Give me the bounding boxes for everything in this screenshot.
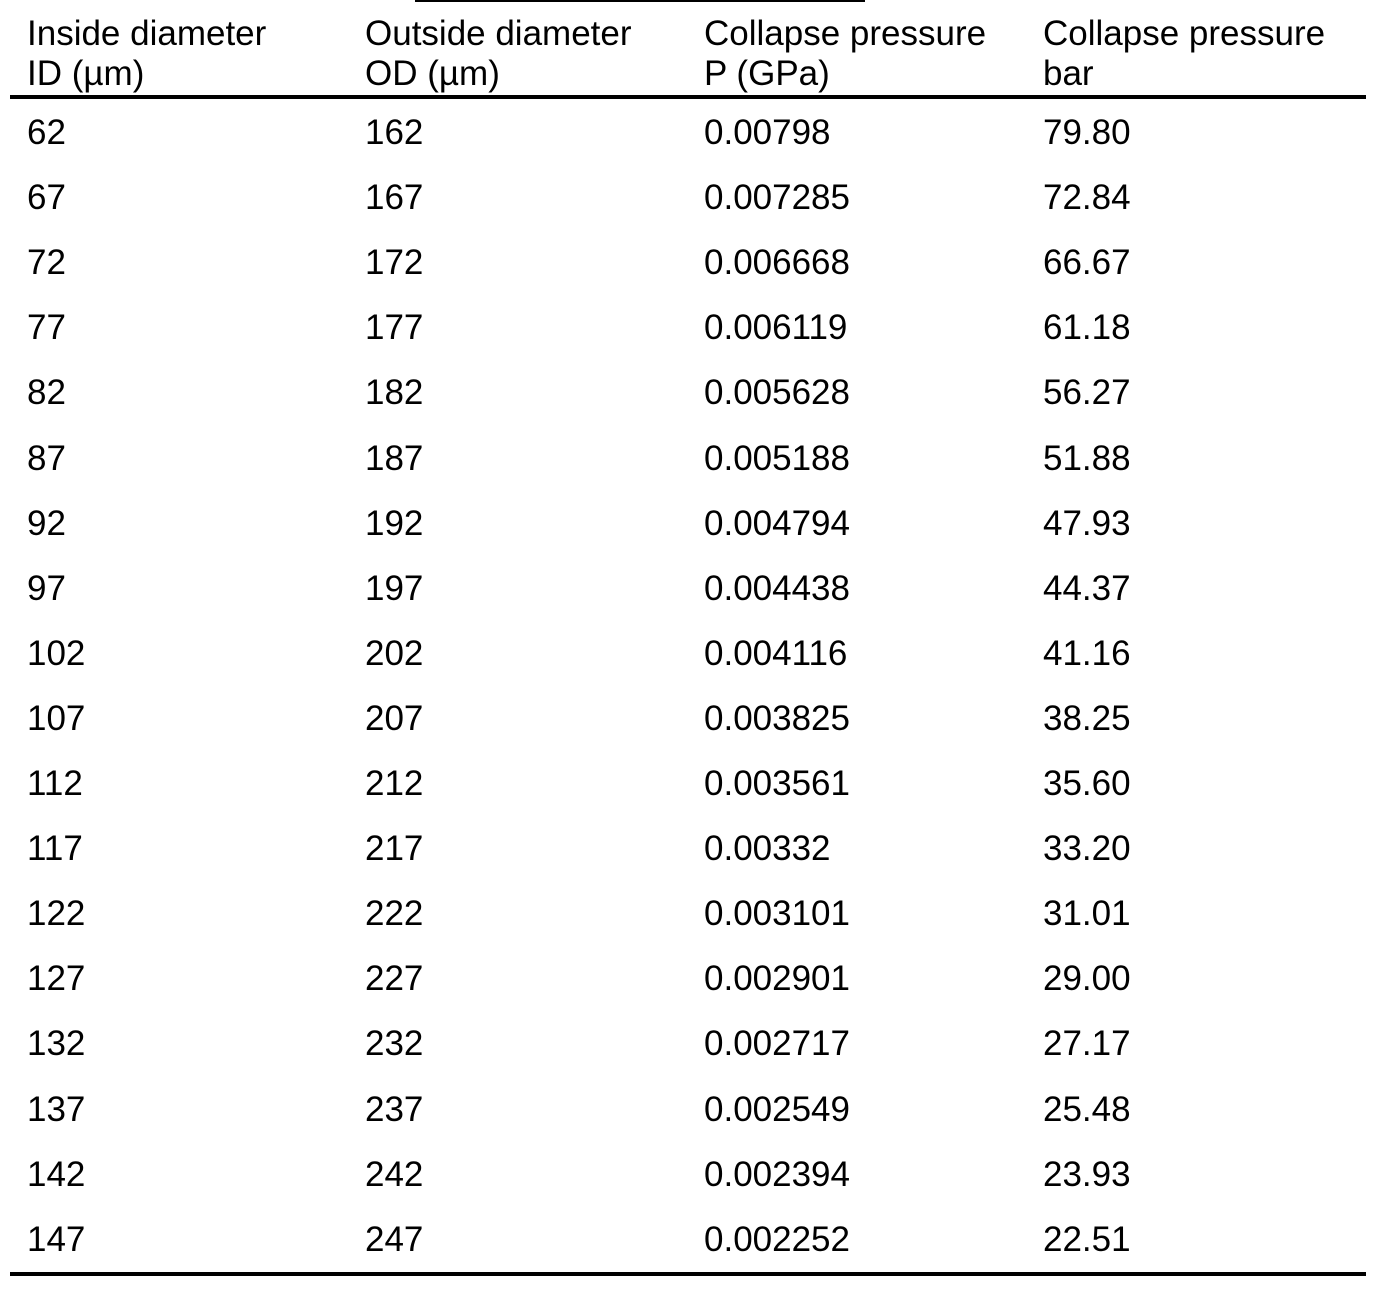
table-cell: 127 [27, 959, 86, 999]
table-cell: 31.01 [1043, 894, 1131, 934]
table-cell: 0.002549 [704, 1089, 850, 1129]
table-cell: 147 [27, 1219, 86, 1259]
bottom-rule [10, 1272, 1366, 1276]
header-cell: Outside diameter [365, 14, 632, 53]
table-cell: 0.007285 [704, 178, 850, 218]
table-cell: 207 [365, 698, 424, 738]
table-cell: 92 [27, 503, 66, 543]
table-cell: 72.84 [1043, 178, 1131, 218]
table-cell: 0.003561 [704, 764, 850, 803]
table-cell: 142 [27, 1154, 86, 1194]
table-cell: 29.00 [1043, 959, 1131, 999]
table-cell: 227 [365, 959, 424, 999]
table-cell: 212 [365, 764, 424, 803]
table-cell: 35.60 [1043, 764, 1131, 803]
header-cell: P (GPa) [704, 54, 830, 93]
table-cell: 67 [27, 178, 66, 218]
table-cell: 0.002394 [704, 1154, 850, 1194]
table-cell: 27.17 [1043, 1024, 1131, 1064]
table-cell: 25.48 [1043, 1089, 1131, 1129]
table-cell: 22.51 [1043, 1219, 1131, 1259]
table-cell: 237 [365, 1089, 424, 1129]
table-cell: 0.002901 [704, 959, 850, 999]
header-cell: bar [1043, 54, 1094, 93]
header-rule [10, 95, 1366, 99]
table-cell: 162 [365, 113, 424, 152]
table-cell: 197 [365, 568, 424, 608]
table-cell: 72 [27, 243, 66, 283]
header-cell: Inside diameter [27, 14, 267, 53]
table-cell: 232 [365, 1024, 424, 1064]
table-cell: 117 [27, 829, 83, 869]
top-rule [415, 0, 865, 2]
table-cell: 38.25 [1043, 698, 1131, 738]
table-cell: 33.20 [1043, 829, 1131, 869]
table-cell: 87 [27, 438, 66, 478]
table-cell: 187 [365, 438, 424, 478]
header-cell: ID (µm) [27, 54, 145, 93]
header-cell: Collapse pressure [1043, 14, 1326, 53]
table-cell: 0.003101 [704, 894, 850, 934]
table-cell: 132 [27, 1024, 86, 1064]
table-cell: 0.006119 [704, 308, 848, 348]
table-cell: 122 [27, 894, 86, 934]
table-cell: 51.88 [1043, 438, 1131, 478]
table-cell: 0.004794 [704, 503, 850, 543]
table-cell: 112 [27, 764, 83, 803]
table-cell: 182 [365, 373, 424, 413]
table-cell: 82 [27, 373, 66, 413]
table-cell: 0.00332 [704, 829, 831, 869]
table-cell: 0.005628 [704, 373, 850, 413]
table-cell: 247 [365, 1219, 424, 1259]
table-cell: 172 [365, 243, 424, 283]
table-cell: 56.27 [1043, 373, 1131, 413]
table-cell: 0.00798 [704, 113, 831, 152]
table-cell: 62 [27, 113, 66, 152]
table-cell: 0.002717 [704, 1024, 850, 1064]
table-cell: 44.37 [1043, 568, 1131, 608]
table-cell: 222 [365, 894, 424, 934]
header-cell: Collapse pressure [704, 14, 987, 53]
table-cell: 167 [365, 178, 424, 218]
table-cell: 217 [365, 829, 424, 869]
table-cell: 177 [365, 308, 424, 348]
table-cell: 137 [27, 1089, 86, 1129]
table-cell: 79.80 [1043, 113, 1131, 152]
table-cell: 0.003825 [704, 698, 850, 738]
table-cell: 47.93 [1043, 503, 1131, 543]
table-cell: 0.005188 [704, 438, 850, 478]
table-cell: 41.16 [1043, 633, 1131, 673]
table-cell: 0.004438 [704, 568, 850, 608]
table-cell: 23.93 [1043, 1154, 1131, 1194]
table-cell: 97 [27, 568, 66, 608]
header-cell: OD (µm) [365, 54, 500, 93]
table-cell: 102 [27, 633, 86, 673]
table-cell: 0.006668 [704, 243, 850, 283]
table-cell: 107 [27, 698, 86, 738]
table-cell: 77 [27, 308, 66, 348]
table-cell: 242 [365, 1154, 424, 1194]
table-cell: 202 [365, 633, 424, 673]
table-cell: 0.004116 [704, 633, 848, 673]
table-cell: 192 [365, 503, 424, 543]
table-cell: 0.002252 [704, 1219, 850, 1259]
table-cell: 61.18 [1043, 308, 1131, 348]
table-cell: 66.67 [1043, 243, 1131, 283]
